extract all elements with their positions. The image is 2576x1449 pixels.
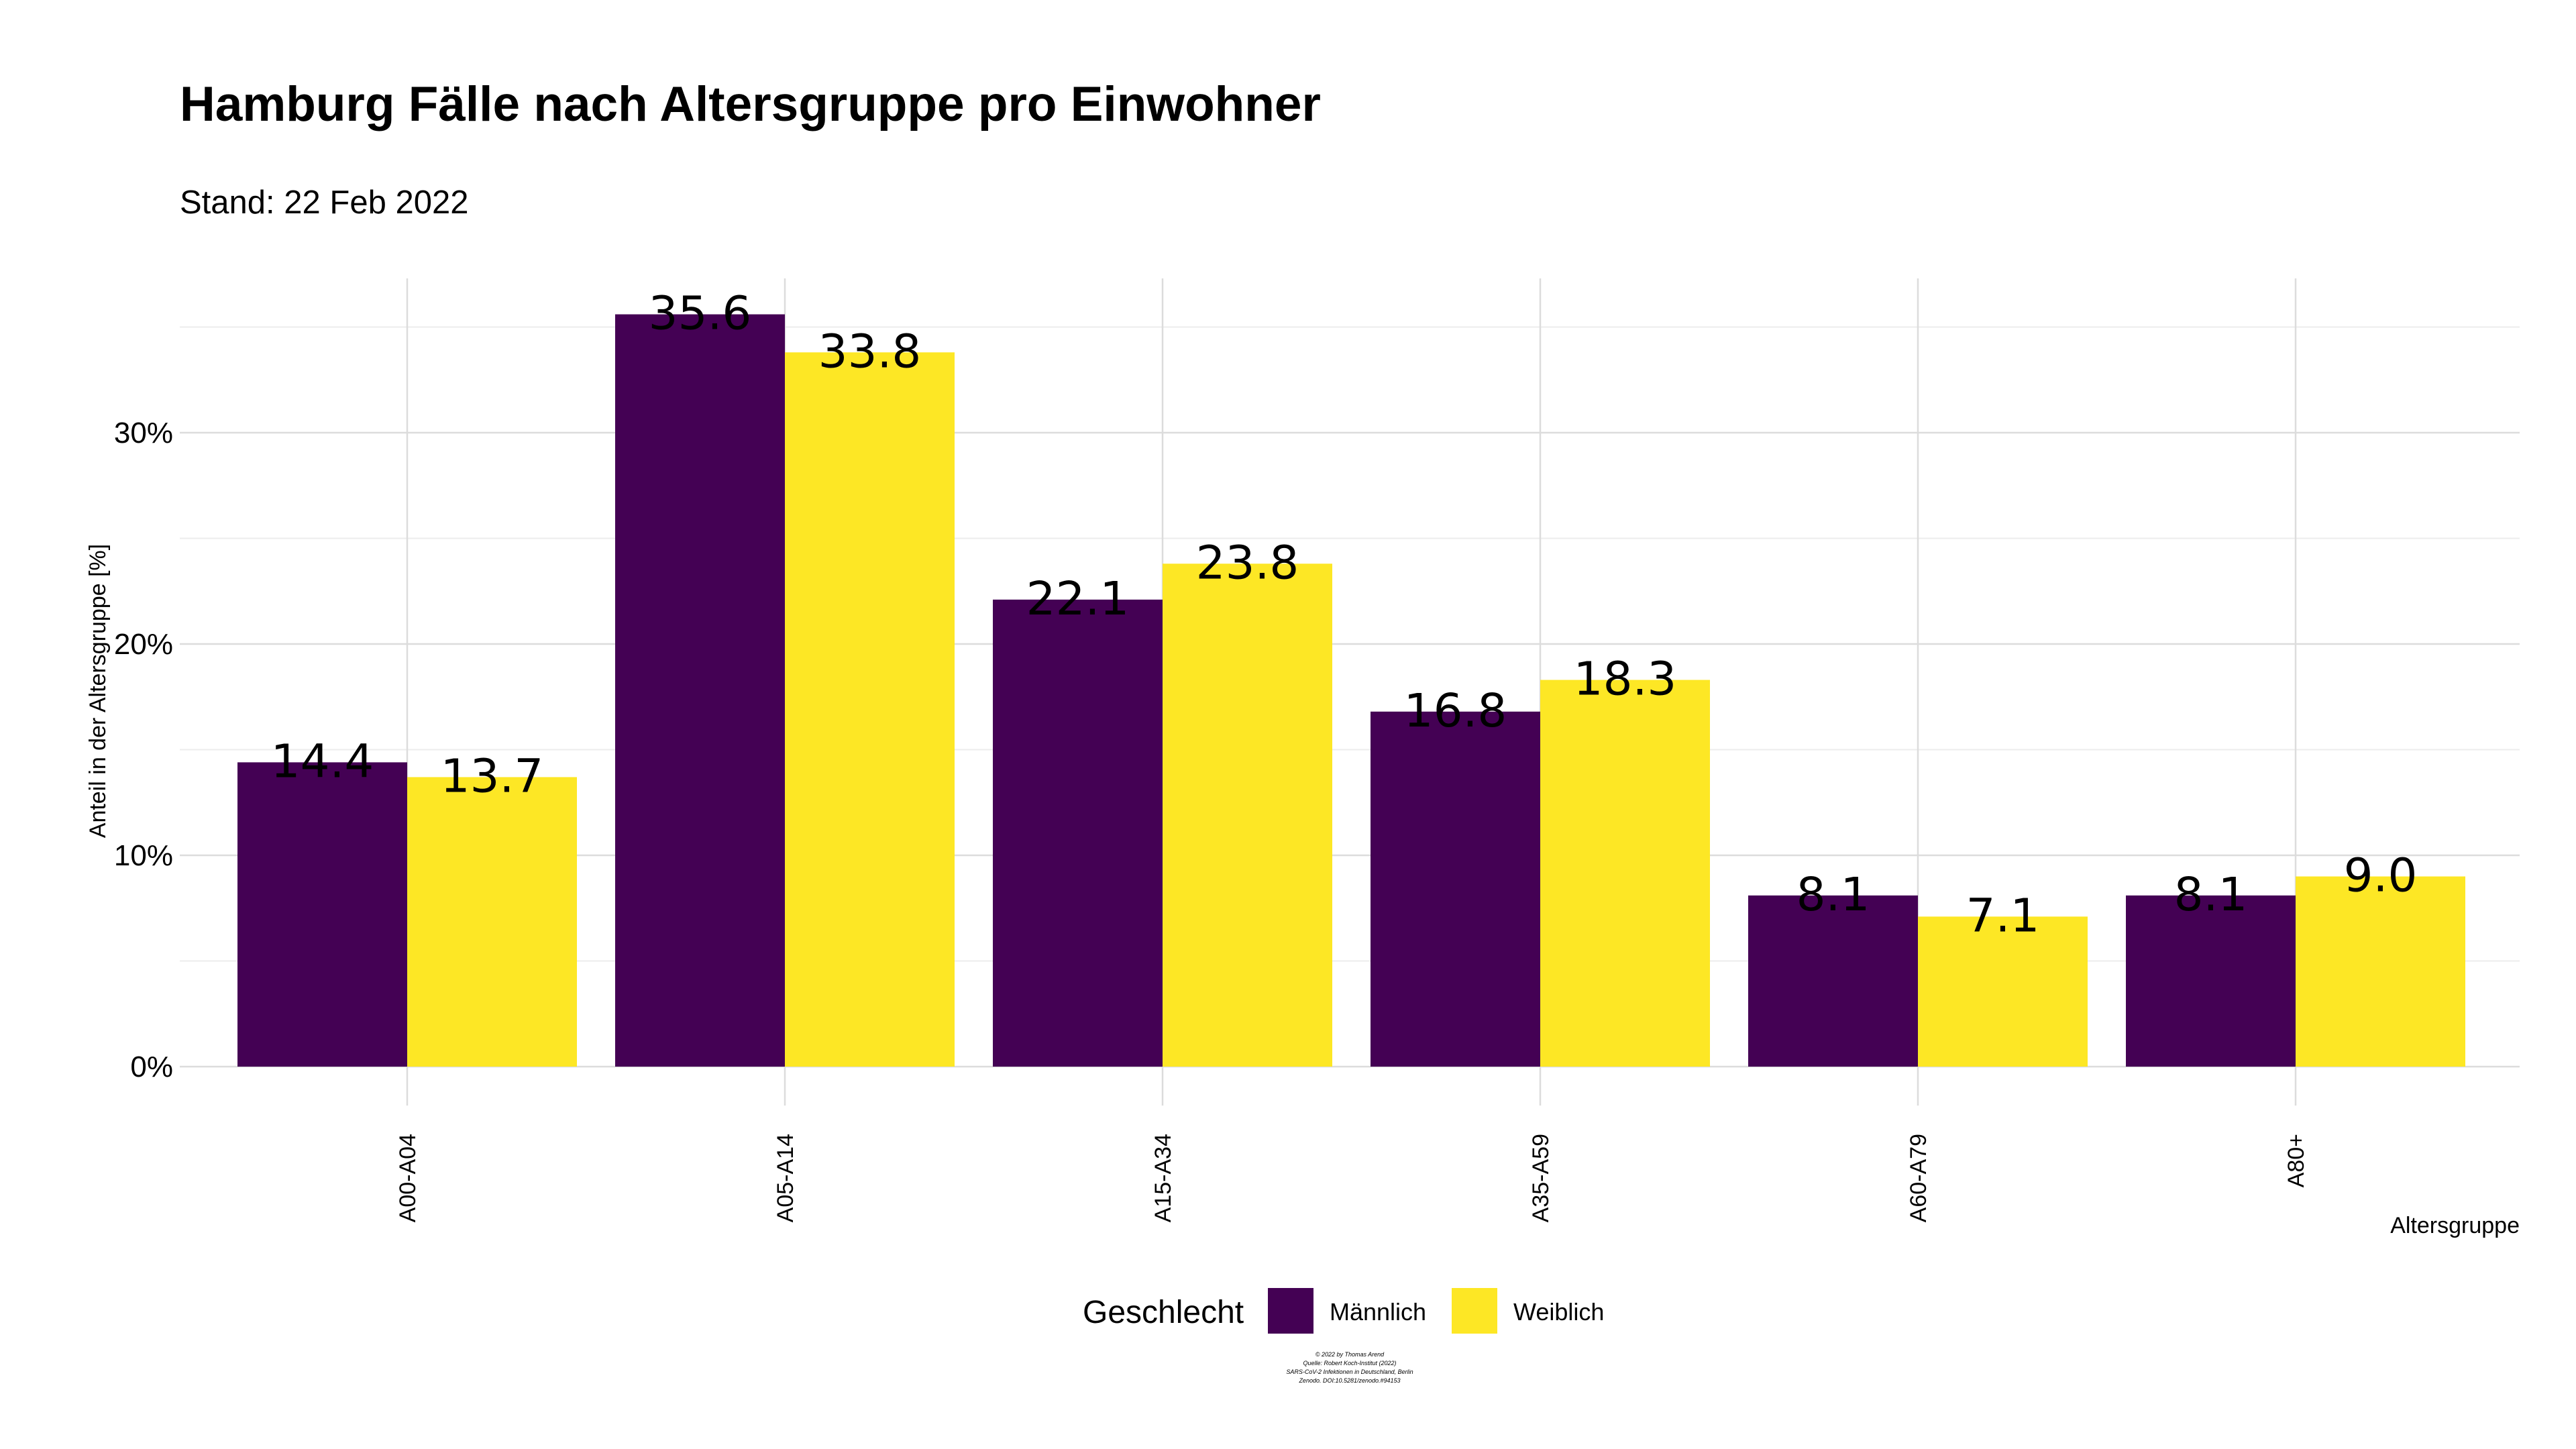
legend-label-weiblich: Weiblich	[1513, 1298, 1604, 1326]
legend-title: Geschlecht	[1083, 1295, 1244, 1330]
bar-maennlich	[237, 762, 407, 1067]
bar-value-label: 14.4	[271, 735, 374, 788]
bar-maennlich	[1371, 711, 1540, 1067]
bars	[237, 314, 2465, 1067]
bar-weiblich	[1540, 680, 1710, 1067]
y-axis-ticks: 0% 10% 20% 30%	[114, 417, 173, 1083]
bar-value-label: 35.6	[649, 287, 752, 341]
x-tick-label: A35-A59	[1528, 1134, 1554, 1222]
bar-value-label: 9.0	[2344, 849, 2418, 902]
bar-value-label: 13.7	[441, 749, 544, 803]
bar-weiblich	[2296, 876, 2465, 1067]
bar-value-label: 7.1	[1966, 889, 2040, 943]
chart-subtitle: Stand: 22 Feb 2022	[180, 184, 468, 221]
y-tick-label: 10%	[114, 839, 173, 872]
bar-value-label: 18.3	[1574, 653, 1677, 706]
x-tick-label: A80+	[2284, 1134, 2309, 1187]
x-axis-ticks: A00-A04 A05-A14 A15-A34 A35-A59 A60-A79 A80+	[395, 1134, 2309, 1222]
bar-maennlich	[615, 314, 785, 1067]
legend-label-maennlich: Männlich	[1330, 1298, 1426, 1326]
x-tick-label: A00-A04	[395, 1134, 421, 1222]
x-tick-label: A15-A34	[1150, 1134, 1176, 1222]
bar-maennlich	[2126, 895, 2296, 1067]
bar-weiblich	[407, 777, 577, 1067]
bar-value-label: 16.8	[1404, 684, 1507, 738]
caption-line-3: SARS-CoV-2 Infektionen in Deutschland, B…	[1286, 1368, 1413, 1375]
y-axis-label: Anteil in der Altersgruppe [%]	[85, 544, 111, 838]
bar-value-label: 23.8	[1196, 536, 1299, 590]
legend-swatch-weiblich	[1452, 1288, 1497, 1334]
x-tick-label: A60-A79	[1906, 1134, 1931, 1222]
caption-line-4: Zenodo. DOI:10.5281/zenodo.#94153	[1298, 1377, 1400, 1384]
bar-value-label: 22.1	[1026, 572, 1130, 626]
bar-labels: 14.4 35.6 22.1 16.8 8.1 8.1 13.7 33.8 23.8 18.3 7.…	[271, 287, 2418, 943]
y-tick-label: 0%	[130, 1051, 173, 1083]
legend-swatch-maennlich	[1268, 1288, 1313, 1334]
y-tick-label: 30%	[114, 417, 173, 449]
legend: Geschlecht Männlich Weiblich	[1083, 1288, 1604, 1334]
bar-value-label: 8.1	[1796, 868, 1870, 922]
bar-maennlich	[1748, 895, 1918, 1067]
x-axis-label: Altersgruppe	[2390, 1213, 2520, 1238]
x-tick-label: A05-A14	[773, 1134, 798, 1222]
bar-maennlich	[993, 599, 1163, 1067]
bar-weiblich	[1918, 916, 2088, 1067]
bar-value-label: 8.1	[2174, 868, 2248, 922]
caption-line-1: © 2022 by Thomas Arend	[1316, 1351, 1385, 1358]
y-tick-label: 20%	[114, 628, 173, 661]
caption-line-2: Quelle: Robert Koch-Institut (2022)	[1303, 1360, 1396, 1366]
bar-weiblich	[785, 352, 955, 1067]
chart-title: Hamburg Fälle nach Altersgruppe pro Einw…	[180, 77, 1321, 131]
bar-weiblich	[1163, 564, 1332, 1067]
caption: © 2022 by Thomas Arend Quelle: Robert Ko…	[1286, 1351, 1413, 1384]
bar-value-label: 33.8	[818, 325, 922, 378]
